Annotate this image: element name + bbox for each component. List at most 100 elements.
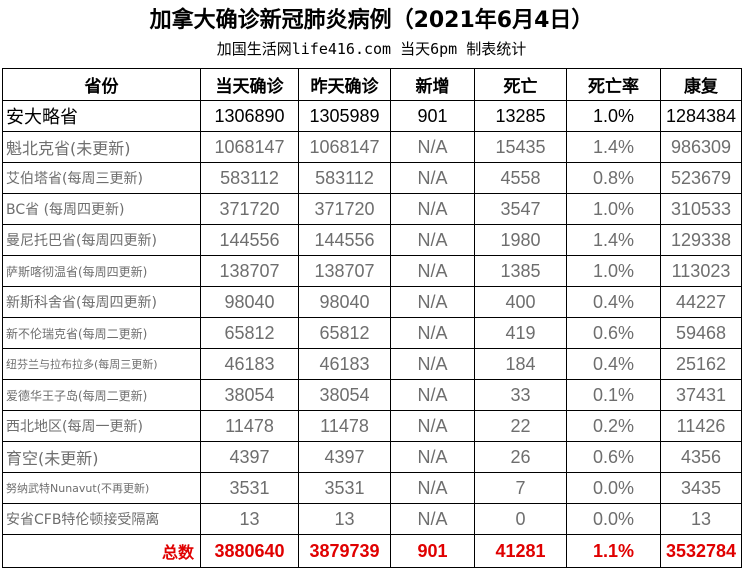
value-cell: 33 <box>474 379 567 411</box>
province-cell: 安大略省 <box>2 100 201 132</box>
table-row: 爱德华王子岛(每周二更新) 38054 38054 N/A 33 0.1% 37431 <box>2 379 742 411</box>
value-cell: N/A <box>390 348 475 380</box>
value-cell: 1068147 <box>200 131 299 163</box>
value-cell: 11478 <box>200 410 299 442</box>
value-cell: 13 <box>200 503 299 535</box>
total-cell: 901 <box>390 534 475 568</box>
province-cell: 艾伯塔省(每周三更新) <box>2 162 201 194</box>
value-cell: 15435 <box>474 131 567 163</box>
province-cell: 安省CFB特伦顿接受隔离 <box>2 503 201 535</box>
value-cell: 0.1% <box>566 379 661 411</box>
value-cell: N/A <box>390 193 475 225</box>
value-cell: 0.4% <box>566 348 661 380</box>
value-cell: 59468 <box>660 317 742 349</box>
value-cell: 13 <box>660 503 742 535</box>
value-cell: 4397 <box>200 441 299 473</box>
column-header: 死亡率 <box>566 68 661 101</box>
table-row: 萨斯喀彻温省(每周四更新) 138707 138707 N/A 1385 1.0% 1130… <box>2 255 742 287</box>
province-cell: 新斯科舍省(每周四更新) <box>2 286 201 318</box>
value-cell: 3531 <box>298 472 391 504</box>
value-cell: 3435 <box>660 472 742 504</box>
value-cell: N/A <box>390 255 475 287</box>
value-cell: 46183 <box>200 348 299 380</box>
value-cell: 11426 <box>660 410 742 442</box>
total-row: 总数 3880640 3879739 901 41281 1.1% 3532784 <box>2 534 742 568</box>
value-cell: 901 <box>390 100 475 132</box>
column-header: 昨天确诊 <box>298 68 391 101</box>
total-label: 总数 <box>2 534 201 568</box>
total-cell: 41281 <box>474 534 567 568</box>
value-cell: 65812 <box>200 317 299 349</box>
value-cell: N/A <box>390 317 475 349</box>
table-row: 新不伦瑞克省(每周二更新) 65812 65812 N/A 419 0.6% 59468 <box>2 317 742 349</box>
value-cell: 1.0% <box>566 100 661 132</box>
value-cell: 65812 <box>298 317 391 349</box>
value-cell: 4558 <box>474 162 567 194</box>
column-header: 省份 <box>2 68 201 101</box>
value-cell: 37431 <box>660 379 742 411</box>
table-row: 安省CFB特伦顿接受隔离 13 13 N/A 0 0.0% 13 <box>2 503 742 535</box>
value-cell: 3547 <box>474 193 567 225</box>
table-row: 育空(未更新) 4397 4397 N/A 26 0.6% 4356 <box>2 441 742 473</box>
value-cell: 310533 <box>660 193 742 225</box>
value-cell: 0.6% <box>566 317 661 349</box>
province-cell: 新不伦瑞克省(每周二更新) <box>2 317 201 349</box>
value-cell: 583112 <box>298 162 391 194</box>
value-cell: 1980 <box>474 224 567 256</box>
value-cell: 25162 <box>660 348 742 380</box>
province-cell: 西北地区(每周一更新) <box>2 410 201 442</box>
value-cell: 1.4% <box>566 224 661 256</box>
value-cell: 1068147 <box>298 131 391 163</box>
value-cell: 11478 <box>298 410 391 442</box>
value-cell: 138707 <box>298 255 391 287</box>
value-cell: N/A <box>390 224 475 256</box>
total-cell: 3880640 <box>200 534 299 568</box>
province-cell: 曼尼托巴省(每周四更新) <box>2 224 201 256</box>
value-cell: 138707 <box>200 255 299 287</box>
value-cell: N/A <box>390 410 475 442</box>
table-row: 纽芬兰与拉布拉多(每周三更新) 46183 46183 N/A 184 0.4% 25162 <box>2 348 742 380</box>
value-cell: N/A <box>390 162 475 194</box>
total-cell: 3532784 <box>660 534 742 568</box>
value-cell: 13285 <box>474 100 567 132</box>
value-cell: 0 <box>474 503 567 535</box>
table-row: BC省 (每周四更新) 371720 371720 N/A 3547 1.0% 310533 <box>2 193 742 225</box>
value-cell: 26 <box>474 441 567 473</box>
value-cell: N/A <box>390 441 475 473</box>
value-cell: 419 <box>474 317 567 349</box>
value-cell: 1306890 <box>200 100 299 132</box>
column-header: 死亡 <box>474 68 567 101</box>
value-cell: 371720 <box>200 193 299 225</box>
value-cell: 986309 <box>660 131 742 163</box>
province-cell: 魁北克省(未更新) <box>2 131 201 163</box>
value-cell: 4356 <box>660 441 742 473</box>
column-header: 当天确诊 <box>200 68 299 101</box>
value-cell: 184 <box>474 348 567 380</box>
value-cell: 98040 <box>298 286 391 318</box>
header-row: 省份 当天确诊 昨天确诊 新增 死亡 死亡率 康复 <box>2 68 742 101</box>
subtitle: 加国生活网life416.com 当天6pm 制表统计 <box>216 40 527 58</box>
column-header: 康复 <box>660 68 742 101</box>
value-cell: 0.0% <box>566 472 661 504</box>
table-row: 努纳武特Nunavut(不再更新) 3531 3531 N/A 7 0.0% 3435 <box>2 472 742 504</box>
value-cell: N/A <box>390 286 475 318</box>
table-row: 西北地区(每周一更新) 11478 11478 N/A 22 0.2% 11426 <box>2 410 742 442</box>
value-cell: 1305989 <box>298 100 391 132</box>
province-cell: 努纳武特Nunavut(不再更新) <box>2 472 201 504</box>
province-cell: 爱德华王子岛(每周二更新) <box>2 379 201 411</box>
value-cell: 400 <box>474 286 567 318</box>
value-cell: 98040 <box>200 286 299 318</box>
value-cell: 22 <box>474 410 567 442</box>
value-cell: 1385 <box>474 255 567 287</box>
value-cell: N/A <box>390 379 475 411</box>
value-cell: N/A <box>390 503 475 535</box>
value-cell: 13 <box>298 503 391 535</box>
value-cell: 583112 <box>200 162 299 194</box>
province-cell: 萨斯喀彻温省(每周四更新) <box>2 255 201 287</box>
value-cell: 0.6% <box>566 441 661 473</box>
value-cell: 0.0% <box>566 503 661 535</box>
value-cell: 44227 <box>660 286 742 318</box>
value-cell: 1.4% <box>566 131 661 163</box>
table-row: 安大略省 1306890 1305989 901 13285 1.0% 1284384 <box>2 100 742 132</box>
